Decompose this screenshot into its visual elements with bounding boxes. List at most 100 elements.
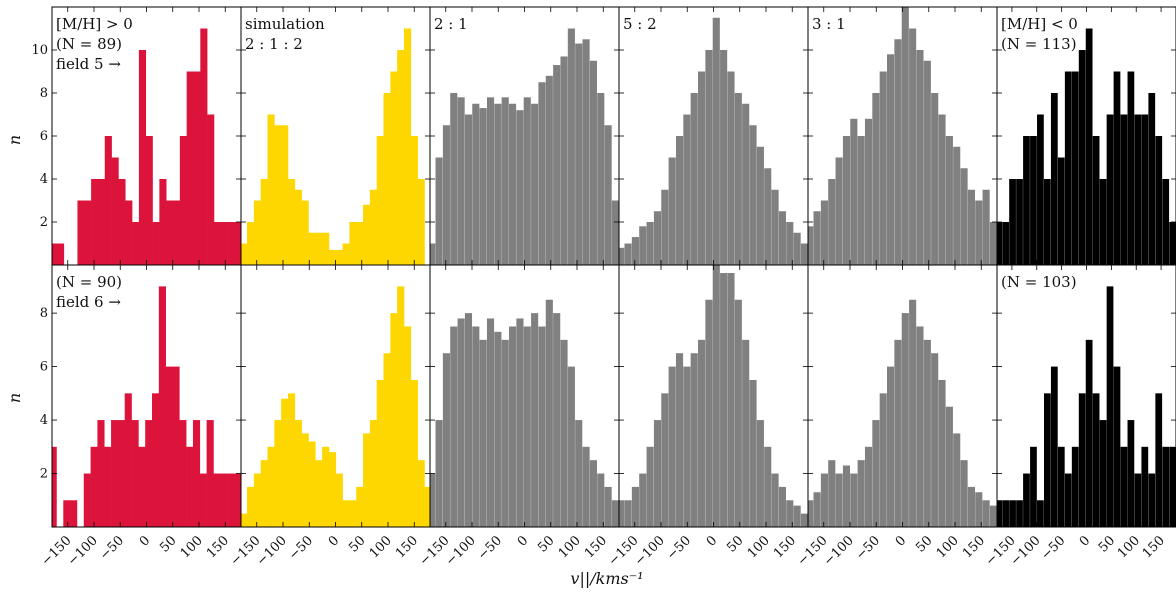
histogram-bar (145, 136, 153, 265)
histogram-bar (118, 179, 126, 265)
x-tick-label: 0 (704, 533, 720, 549)
histogram-bar (967, 189, 975, 265)
histogram-bar (516, 110, 524, 265)
histogram-bar (997, 222, 1003, 265)
histogram-bar (63, 500, 71, 527)
x-tick-label: 0 (515, 533, 531, 549)
histogram-bar (91, 179, 99, 265)
panel-r1c1: [M/H] > 0 (N = 89) field 5 → 2 4 6 8 10 (31, 6, 242, 266)
y-tick-label: 6 (40, 129, 48, 144)
panel-annotation: [M/H] > 0 (56, 15, 133, 33)
histogram-bar (247, 222, 255, 265)
histogram-bar (575, 43, 583, 265)
histogram-bar (1057, 446, 1065, 527)
histogram-bar (879, 71, 887, 265)
histogram-bar (1023, 136, 1030, 265)
histogram-bar (199, 473, 207, 527)
histogram-bar (938, 379, 946, 527)
histogram-bar (624, 500, 632, 527)
histogram-bar (1113, 71, 1121, 265)
histogram-bar (793, 505, 801, 527)
histogram-bar (982, 189, 990, 265)
histogram-bar (260, 460, 268, 527)
bars-group (241, 28, 425, 265)
histogram-bar (705, 50, 713, 265)
histogram-bar (516, 318, 524, 527)
x-tick-label: 100 (1115, 533, 1143, 561)
histogram-bar (56, 243, 65, 265)
histogram-bar (923, 339, 931, 527)
panel-annotation: 2 : 1 : 2 (245, 35, 303, 53)
histogram-bar (173, 200, 181, 265)
histogram-bar (771, 473, 779, 527)
histogram-bar (945, 406, 953, 527)
histogram-bar (646, 446, 654, 527)
histogram-bar (111, 420, 119, 527)
histogram-bar (734, 299, 742, 527)
histogram-bar (611, 200, 619, 265)
histogram-bar (274, 420, 282, 527)
histogram-bar (1127, 71, 1135, 265)
histogram-bar (186, 446, 194, 527)
histogram-bar (104, 446, 112, 527)
histogram-bar (479, 108, 487, 265)
histogram-bar (705, 299, 713, 527)
histogram-bar (734, 93, 742, 265)
histogram-bar (1078, 50, 1086, 265)
histogram-bar (1050, 93, 1058, 265)
histogram-bar (887, 54, 895, 265)
histogram-bar (1002, 222, 1009, 265)
histogram-bar (1064, 71, 1072, 265)
histogram-bar (138, 446, 146, 527)
panel-annotation: (N = 113) (1001, 35, 1077, 53)
x-tick-label: 50 (724, 533, 746, 555)
panel-r1c3: 2 : 1 (429, 6, 620, 266)
histogram-bar (213, 222, 222, 265)
histogram-bar (909, 299, 917, 527)
histogram-bar (1092, 136, 1100, 265)
histogram-bar (771, 189, 779, 265)
histogram-bar (356, 222, 364, 265)
x-tick-label: −50 (475, 533, 505, 563)
histogram-bar (727, 273, 735, 527)
y-tick-label: 4 (40, 413, 48, 428)
histogram-bar (764, 446, 772, 527)
histogram-bar (52, 446, 57, 527)
histogram-bar (523, 326, 531, 527)
histogram-bar (756, 420, 764, 527)
histogram-bar (342, 243, 350, 265)
histogram-bar (1127, 420, 1135, 527)
histogram-bar (975, 492, 983, 527)
histogram-bar (742, 103, 750, 265)
histogram-bar (545, 75, 553, 265)
y-tick-label: 10 (31, 43, 48, 58)
x-tick-label: 0 (893, 533, 909, 549)
histogram-bar (1148, 473, 1156, 527)
histogram-bar (813, 211, 821, 265)
histogram-bar (97, 179, 106, 265)
bars-group (808, 299, 997, 527)
histogram-bar (1162, 446, 1170, 527)
histogram-bar (872, 93, 880, 265)
histogram-bar (1134, 473, 1142, 527)
histogram-bar (417, 179, 425, 265)
histogram-bar (582, 39, 590, 265)
histogram-bar (683, 114, 691, 265)
histogram-bar (397, 50, 405, 265)
histogram-bar (1009, 500, 1016, 527)
y-tick-label: 2 (40, 467, 48, 482)
histogram-bar (619, 247, 625, 265)
bars-group (241, 286, 430, 527)
histogram-bar (1078, 393, 1086, 527)
histogram-bar (84, 200, 92, 265)
y-axis-label-top: n (5, 135, 24, 145)
histogram-bar (646, 222, 654, 265)
histogram-bar (712, 17, 720, 265)
histogram-bar (206, 420, 214, 527)
histogram-bar (287, 179, 296, 265)
histogram-bar (668, 157, 676, 265)
x-tick-label: 0 (326, 533, 342, 549)
histogram-bar (376, 136, 384, 265)
histogram-bar (509, 326, 517, 527)
